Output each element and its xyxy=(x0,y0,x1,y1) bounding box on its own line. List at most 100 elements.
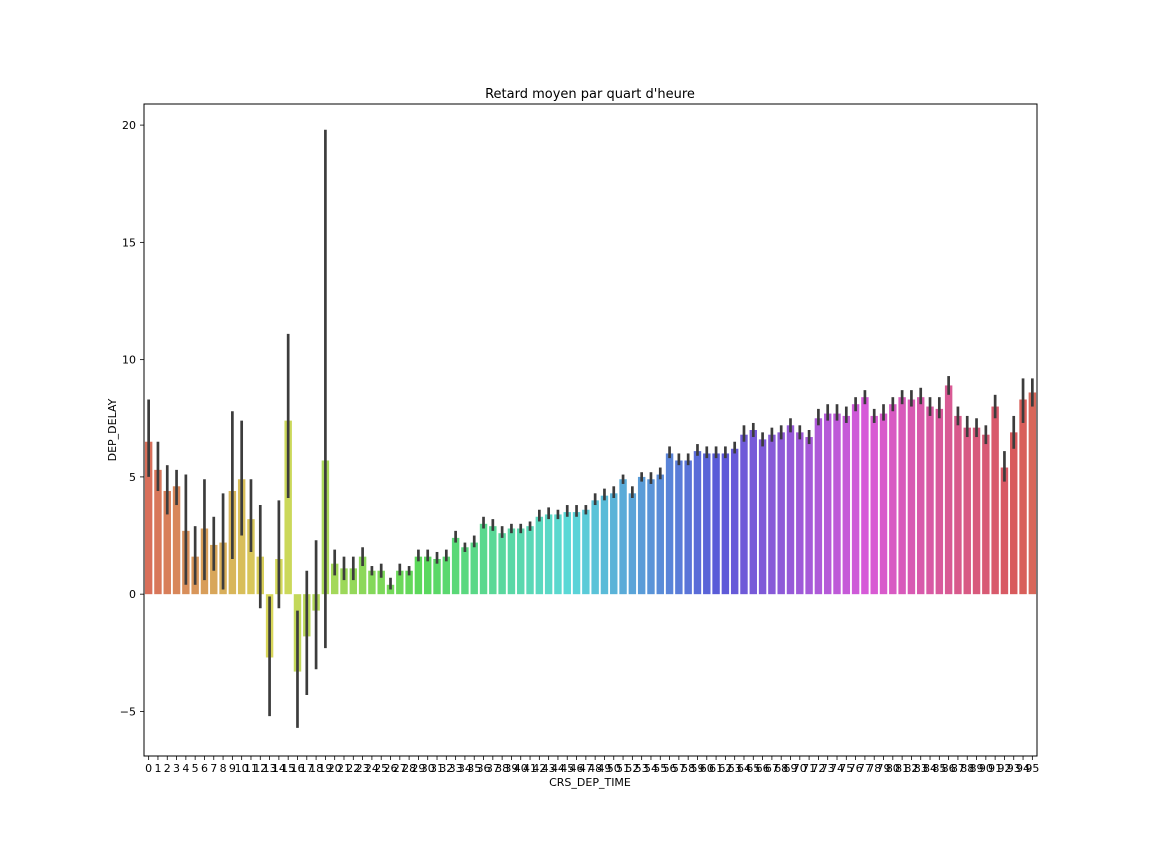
x-tick-label-52: 52 xyxy=(625,762,639,775)
bar-32 xyxy=(442,556,451,595)
x-tick-label-55: 55 xyxy=(653,762,667,775)
x-tick-label-0: 0 xyxy=(145,762,152,775)
plot-area xyxy=(144,129,1037,728)
x-tick-label-17: 17 xyxy=(300,762,314,775)
x-tick-label-6: 6 xyxy=(201,762,208,775)
x-tick-label-35: 35 xyxy=(467,762,481,775)
x-tick-label-41: 41 xyxy=(523,762,537,775)
bar-85 xyxy=(935,408,944,595)
bar-47 xyxy=(582,509,590,595)
x-tick-label-24: 24 xyxy=(365,762,379,775)
x-tick-label-10: 10 xyxy=(235,762,249,775)
bar-54 xyxy=(647,479,655,595)
x-tick-label-73: 73 xyxy=(821,762,835,775)
x-tick-label-83: 83 xyxy=(914,762,928,775)
x-tick-label-58: 58 xyxy=(681,762,695,775)
x-tick-label-43: 43 xyxy=(542,762,556,775)
chart-title: Retard moyen par quart d'heure xyxy=(485,87,695,102)
bar-49 xyxy=(600,495,609,595)
x-tick-label-81: 81 xyxy=(895,762,909,775)
x-tick-label-7: 7 xyxy=(210,762,217,775)
bar-87 xyxy=(954,415,962,595)
bar-55 xyxy=(656,474,664,595)
y-tick-label-5: 5 xyxy=(129,471,136,484)
x-tick-label-11: 11 xyxy=(244,762,258,775)
x-tick-label-78: 78 xyxy=(867,762,881,775)
x-tick-label-22: 22 xyxy=(346,762,360,775)
x-tick-label-71: 71 xyxy=(802,762,816,775)
x-tick-label-64: 64 xyxy=(737,762,751,775)
x-tick-label-90: 90 xyxy=(979,762,993,775)
x-tick-label-38: 38 xyxy=(495,762,509,775)
bar-51 xyxy=(619,479,627,595)
x-tick-label-40: 40 xyxy=(514,762,528,775)
x-tick-label-47: 47 xyxy=(579,762,593,775)
x-tick-label-2: 2 xyxy=(164,762,171,775)
x-tick-label-84: 84 xyxy=(923,762,937,775)
x-tick-label-29: 29 xyxy=(411,762,425,775)
x-tick-label-89: 89 xyxy=(970,762,984,775)
bar-82 xyxy=(907,399,916,595)
x-tick-label-59: 59 xyxy=(690,762,704,775)
x-tick-label-93: 93 xyxy=(1007,762,1021,775)
bar-86 xyxy=(944,385,953,595)
x-tick-label-87: 87 xyxy=(951,762,965,775)
x-tick-label-50: 50 xyxy=(607,762,621,775)
x-axis: 0 1 2 3 4 5 6 7 8 9101112131415161718192021222324… xyxy=(145,756,1039,775)
y-axis-label: DEP_DELAY xyxy=(106,398,119,461)
bar-56 xyxy=(665,453,674,595)
x-tick-label-85: 85 xyxy=(932,762,946,775)
bar-79 xyxy=(879,413,888,595)
x-tick-label-60: 60 xyxy=(700,762,714,775)
x-tick-label-9: 9 xyxy=(229,762,236,775)
bar-59 xyxy=(693,451,702,595)
x-tick-label-76: 76 xyxy=(849,762,863,775)
bar-50 xyxy=(610,493,618,595)
x-tick-label-49: 49 xyxy=(597,762,611,775)
x-tick-label-75: 75 xyxy=(839,762,853,775)
bar-21 xyxy=(340,568,348,595)
bar-90 xyxy=(982,434,990,595)
bar-30 xyxy=(423,556,432,595)
bar-53 xyxy=(637,476,646,595)
bar-69 xyxy=(786,425,795,595)
x-tick-label-57: 57 xyxy=(672,762,686,775)
x-tick-label-27: 27 xyxy=(393,762,407,775)
x-tick-label-80: 80 xyxy=(886,762,900,775)
x-tick-label-15: 15 xyxy=(281,762,295,775)
y-tick-label-0: 0 xyxy=(129,588,136,601)
bar-11 xyxy=(247,519,255,595)
x-tick-label-19: 19 xyxy=(318,762,332,775)
bar-75 xyxy=(842,415,851,595)
bar-67 xyxy=(768,434,776,595)
bar-61 xyxy=(712,453,720,595)
x-tick-label-18: 18 xyxy=(309,762,323,775)
bar-22 xyxy=(349,568,358,595)
x-tick-label-1: 1 xyxy=(154,762,161,775)
x-tick-label-20: 20 xyxy=(328,762,342,775)
bar-38 xyxy=(498,533,506,595)
bar-70 xyxy=(796,432,804,595)
x-tick-label-31: 31 xyxy=(430,762,444,775)
x-tick-label-46: 46 xyxy=(570,762,584,775)
x-tick-label-69: 69 xyxy=(783,762,797,775)
x-tick-label-34: 34 xyxy=(458,762,472,775)
bar-89 xyxy=(972,427,981,595)
y-tick-label-20: 20 xyxy=(122,119,136,132)
x-tick-label-3: 3 xyxy=(173,762,180,775)
x-tick-label-14: 14 xyxy=(272,762,286,775)
x-tick-label-91: 91 xyxy=(988,762,1002,775)
bar-57 xyxy=(675,460,683,595)
x-tick-label-68: 68 xyxy=(774,762,788,775)
x-tick-label-16: 16 xyxy=(290,762,304,775)
x-tick-label-44: 44 xyxy=(551,762,565,775)
x-tick-label-62: 62 xyxy=(718,762,732,775)
bar-45 xyxy=(563,512,571,595)
x-tick-label-26: 26 xyxy=(384,762,398,775)
bar-3 xyxy=(172,486,181,595)
x-tick-label-36: 36 xyxy=(477,762,491,775)
x-tick-label-39: 39 xyxy=(504,762,518,775)
bar-27 xyxy=(396,570,404,595)
bar-63 xyxy=(730,448,739,595)
